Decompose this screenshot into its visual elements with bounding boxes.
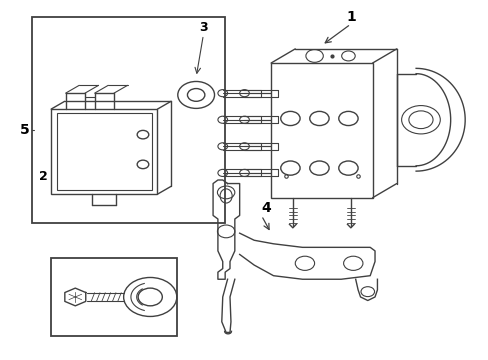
Bar <box>51 258 177 336</box>
Text: 5: 5 <box>20 123 29 138</box>
Bar <box>270 63 372 198</box>
Bar <box>51 109 157 194</box>
Bar <box>32 17 224 222</box>
Bar <box>57 113 151 190</box>
Text: 1: 1 <box>346 10 355 24</box>
Text: 3: 3 <box>199 21 207 34</box>
Text: 4: 4 <box>261 201 270 215</box>
Text: 2: 2 <box>40 170 48 183</box>
